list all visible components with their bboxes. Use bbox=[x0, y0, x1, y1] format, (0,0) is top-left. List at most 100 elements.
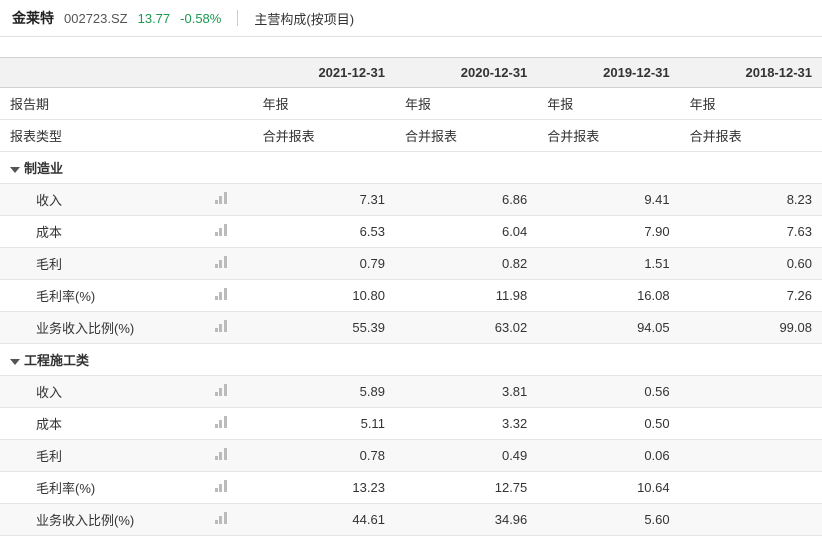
table-cell: 年报 bbox=[395, 88, 537, 120]
table-cell: 7.63 bbox=[680, 216, 822, 248]
stock-code: 002723.SZ bbox=[64, 11, 128, 26]
table-cell: 0.50 bbox=[537, 408, 679, 440]
composition-table: 2021-12-31 2020-12-31 2019-12-31 2018-12… bbox=[0, 57, 822, 536]
table-cell: 7.90 bbox=[537, 216, 679, 248]
row-label: 收入 bbox=[0, 376, 211, 408]
table-cell: 55.39 bbox=[253, 312, 395, 344]
table-cell: 合并报表 bbox=[395, 120, 537, 152]
table-cell: 10.64 bbox=[537, 472, 679, 504]
row-label: 毛利率(%) bbox=[0, 472, 211, 504]
icon-cell[interactable] bbox=[211, 312, 253, 344]
table-cell: 44.61 bbox=[253, 504, 395, 536]
bar-chart-icon[interactable] bbox=[215, 448, 227, 460]
table-cell bbox=[680, 504, 822, 536]
table-cell: 6.53 bbox=[253, 216, 395, 248]
table-cell: 3.81 bbox=[395, 376, 537, 408]
table-cell: 合并报表 bbox=[253, 120, 395, 152]
bar-chart-icon[interactable] bbox=[215, 256, 227, 268]
table-cell bbox=[680, 440, 822, 472]
icon-cell[interactable] bbox=[211, 472, 253, 504]
icon-cell[interactable] bbox=[211, 408, 253, 440]
table-cell: 5.11 bbox=[253, 408, 395, 440]
chevron-down-icon[interactable] bbox=[10, 167, 20, 173]
icon-cell[interactable] bbox=[211, 216, 253, 248]
row-label: 报表类型 bbox=[0, 120, 211, 152]
group-row[interactable]: 制造业 bbox=[0, 152, 822, 184]
table-row: 报告期 年报年报年报年报 bbox=[0, 88, 822, 120]
table-cell: 12.75 bbox=[395, 472, 537, 504]
icon-cell[interactable] bbox=[211, 376, 253, 408]
table-cell: 11.98 bbox=[395, 280, 537, 312]
table-row: 业务收入比例(%) 55.3963.0294.0599.08 bbox=[0, 312, 822, 344]
row-label: 业务收入比例(%) bbox=[0, 312, 211, 344]
icon-cell[interactable] bbox=[211, 248, 253, 280]
table-cell: 1.51 bbox=[537, 248, 679, 280]
table-cell: 7.31 bbox=[253, 184, 395, 216]
table-cell: 0.56 bbox=[537, 376, 679, 408]
group-label[interactable]: 工程施工类 bbox=[0, 344, 822, 376]
table-cell: 8.23 bbox=[680, 184, 822, 216]
table-row: 收入 7.316.869.418.23 bbox=[0, 184, 822, 216]
section-title[interactable]: 主营构成(按项目) bbox=[254, 9, 354, 28]
bar-chart-icon[interactable] bbox=[215, 288, 227, 300]
table-cell: 3.32 bbox=[395, 408, 537, 440]
bar-chart-icon[interactable] bbox=[215, 224, 227, 236]
table-cell: 年报 bbox=[680, 88, 822, 120]
row-label: 成本 bbox=[0, 408, 211, 440]
table-cell: 年报 bbox=[253, 88, 395, 120]
table-row: 成本 6.536.047.907.63 bbox=[0, 216, 822, 248]
table-cell: 34.96 bbox=[395, 504, 537, 536]
table-cell: 6.86 bbox=[395, 184, 537, 216]
bar-chart-icon[interactable] bbox=[215, 192, 227, 204]
row-label: 毛利 bbox=[0, 248, 211, 280]
col-header-icon bbox=[211, 58, 253, 88]
row-label: 业务收入比例(%) bbox=[0, 504, 211, 536]
table-row: 成本 5.113.320.50 bbox=[0, 408, 822, 440]
col-header[interactable]: 2021-12-31 bbox=[253, 58, 395, 88]
bar-chart-icon[interactable] bbox=[215, 384, 227, 396]
table-cell: 0.49 bbox=[395, 440, 537, 472]
row-label: 成本 bbox=[0, 216, 211, 248]
table-row: 业务收入比例(%) 44.6134.965.60 bbox=[0, 504, 822, 536]
row-label: 毛利 bbox=[0, 440, 211, 472]
bar-chart-icon[interactable] bbox=[215, 480, 227, 492]
table-row: 毛利率(%) 10.8011.9816.087.26 bbox=[0, 280, 822, 312]
col-header-label bbox=[0, 58, 211, 88]
stock-change: -0.58% bbox=[180, 11, 221, 26]
col-header[interactable]: 2018-12-31 bbox=[680, 58, 822, 88]
table-cell: 0.82 bbox=[395, 248, 537, 280]
bar-chart-icon[interactable] bbox=[215, 416, 227, 428]
table-cell bbox=[680, 376, 822, 408]
table-header-row: 2021-12-31 2020-12-31 2019-12-31 2018-12… bbox=[0, 58, 822, 88]
table-cell: 10.80 bbox=[253, 280, 395, 312]
table-cell: 16.08 bbox=[537, 280, 679, 312]
table-cell: 0.60 bbox=[680, 248, 822, 280]
icon-cell[interactable] bbox=[211, 280, 253, 312]
col-header[interactable]: 2020-12-31 bbox=[395, 58, 537, 88]
row-label: 报告期 bbox=[0, 88, 211, 120]
icon-cell[interactable] bbox=[211, 504, 253, 536]
col-header[interactable]: 2019-12-31 bbox=[537, 58, 679, 88]
icon-cell[interactable] bbox=[211, 184, 253, 216]
table-cell: 9.41 bbox=[537, 184, 679, 216]
table-cell: 13.23 bbox=[253, 472, 395, 504]
icon-cell[interactable] bbox=[211, 440, 253, 472]
group-label[interactable]: 制造业 bbox=[0, 152, 822, 184]
table-cell bbox=[680, 472, 822, 504]
row-label: 毛利率(%) bbox=[0, 280, 211, 312]
table-cell: 0.79 bbox=[253, 248, 395, 280]
table-cell: 5.60 bbox=[537, 504, 679, 536]
bar-chart-icon[interactable] bbox=[215, 512, 227, 524]
stock-header: 金莱特 002723.SZ 13.77 -0.58% 主营构成(按项目) bbox=[0, 0, 822, 37]
table-cell bbox=[680, 408, 822, 440]
stock-name[interactable]: 金莱特 bbox=[12, 8, 54, 28]
table-cell: 7.26 bbox=[680, 280, 822, 312]
divider bbox=[237, 10, 238, 26]
group-row[interactable]: 工程施工类 bbox=[0, 344, 822, 376]
chevron-down-icon[interactable] bbox=[10, 359, 20, 365]
table-cell: 合并报表 bbox=[680, 120, 822, 152]
row-label: 收入 bbox=[0, 184, 211, 216]
icon-cell bbox=[211, 120, 253, 152]
stock-price: 13.77 bbox=[138, 11, 171, 26]
bar-chart-icon[interactable] bbox=[215, 320, 227, 332]
